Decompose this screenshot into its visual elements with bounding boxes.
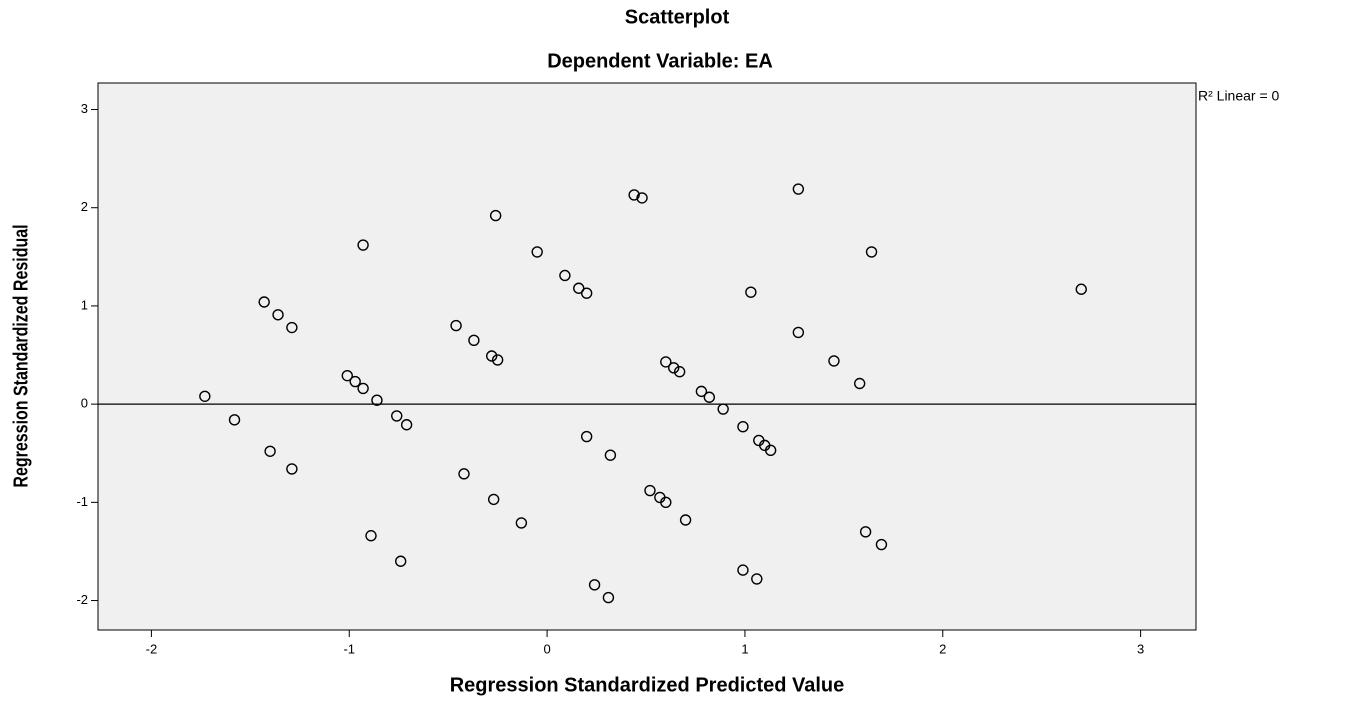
- point: [602, 591, 615, 604]
- point: [673, 366, 686, 378]
- chart-subtitle: Dependent Variable: EA: [547, 50, 773, 72]
- point: [559, 269, 571, 282]
- point: [644, 484, 656, 497]
- point: [264, 445, 276, 457]
- point: [394, 555, 407, 567]
- point: [286, 463, 298, 475]
- point: [491, 354, 504, 366]
- point: [371, 394, 383, 406]
- point: [450, 319, 462, 332]
- y-tick-label: 0: [81, 396, 88, 411]
- x-tick-label: -1: [343, 641, 355, 656]
- point: [853, 377, 866, 390]
- point: [199, 390, 211, 402]
- point: [792, 326, 805, 339]
- y-axis-title: Regression Standardized Residual: [10, 224, 32, 487]
- point: [751, 573, 763, 585]
- point: [400, 419, 413, 431]
- point: [341, 369, 353, 382]
- point: [764, 444, 777, 456]
- point: [485, 350, 498, 362]
- point: [695, 385, 708, 398]
- point: [604, 449, 617, 461]
- x-tick-label: 0: [543, 641, 550, 656]
- chart-title: Scatterplot: [625, 6, 730, 28]
- point: [573, 282, 585, 294]
- y-tick-label: 3: [81, 101, 88, 116]
- x-tick-label: 2: [939, 641, 946, 656]
- annotation: R² Linear = 0: [1198, 88, 1280, 104]
- point: [468, 334, 480, 346]
- point: [357, 239, 369, 251]
- point: [828, 355, 840, 367]
- point: [228, 414, 241, 426]
- point: [865, 246, 878, 258]
- y-tick-label: 1: [81, 297, 88, 312]
- point: [859, 526, 872, 538]
- point: [737, 564, 749, 576]
- y-tick-label: -1: [76, 494, 88, 509]
- point: [515, 517, 528, 529]
- y-tick-label: 2: [81, 199, 88, 214]
- point: [717, 403, 729, 415]
- x-axis-title: Regression Standardized Predicted Value: [450, 674, 845, 696]
- point: [679, 514, 692, 526]
- point: [391, 410, 403, 422]
- plot-area: [97, 82, 1197, 631]
- point: [636, 192, 648, 204]
- point: [628, 189, 640, 201]
- point: [365, 530, 377, 542]
- x-tick-label: -2: [146, 641, 158, 656]
- point: [737, 421, 749, 433]
- point: [1075, 283, 1087, 295]
- point: [349, 375, 361, 388]
- x-tick-label: 1: [741, 641, 748, 656]
- y-tick-label: -2: [76, 592, 88, 607]
- point: [286, 321, 298, 334]
- point: [745, 286, 757, 298]
- point: [458, 468, 470, 480]
- point: [660, 496, 672, 509]
- point: [660, 356, 672, 368]
- point: [792, 183, 805, 195]
- point: [668, 362, 680, 374]
- point: [258, 296, 270, 308]
- point: [487, 493, 500, 506]
- point: [272, 309, 284, 321]
- point: [580, 287, 593, 299]
- point: [531, 246, 543, 258]
- point: [875, 538, 888, 551]
- point: [580, 430, 593, 443]
- point: [588, 579, 601, 591]
- point: [489, 209, 502, 222]
- x-tick-label: 3: [1137, 641, 1144, 656]
- point: [703, 391, 716, 403]
- point: [357, 382, 369, 395]
